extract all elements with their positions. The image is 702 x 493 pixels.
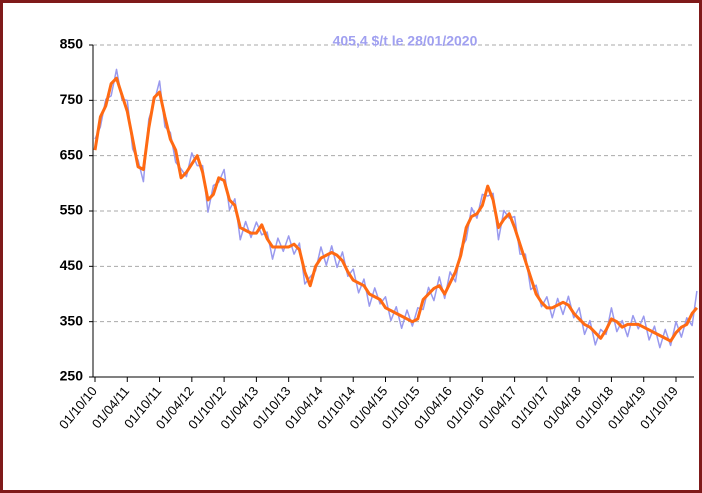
y-tick-label: 650 <box>60 146 84 162</box>
series-line <box>93 76 699 343</box>
y-tick-label: 250 <box>60 368 84 384</box>
annotation: 405,4 $/t le 28/01/2020 <box>333 33 478 49</box>
y-tick-label: 750 <box>60 91 84 107</box>
y-tick-label: 450 <box>60 257 84 273</box>
y-tick-label: 350 <box>60 312 84 328</box>
lines <box>93 68 699 349</box>
y-tick-label: 850 <box>60 36 84 52</box>
y-tick-label: 550 <box>60 202 84 218</box>
series-line <box>94 68 698 349</box>
